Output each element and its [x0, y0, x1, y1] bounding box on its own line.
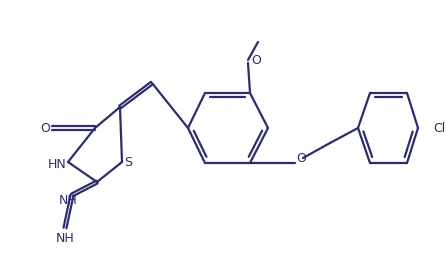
Text: HN: HN [48, 158, 66, 171]
Text: S: S [124, 155, 132, 168]
Text: NH: NH [58, 195, 77, 208]
Text: O: O [251, 54, 261, 67]
Text: O: O [40, 121, 50, 135]
Text: O: O [296, 151, 306, 165]
Text: Cl: Cl [433, 121, 445, 135]
Text: NH: NH [56, 231, 74, 245]
